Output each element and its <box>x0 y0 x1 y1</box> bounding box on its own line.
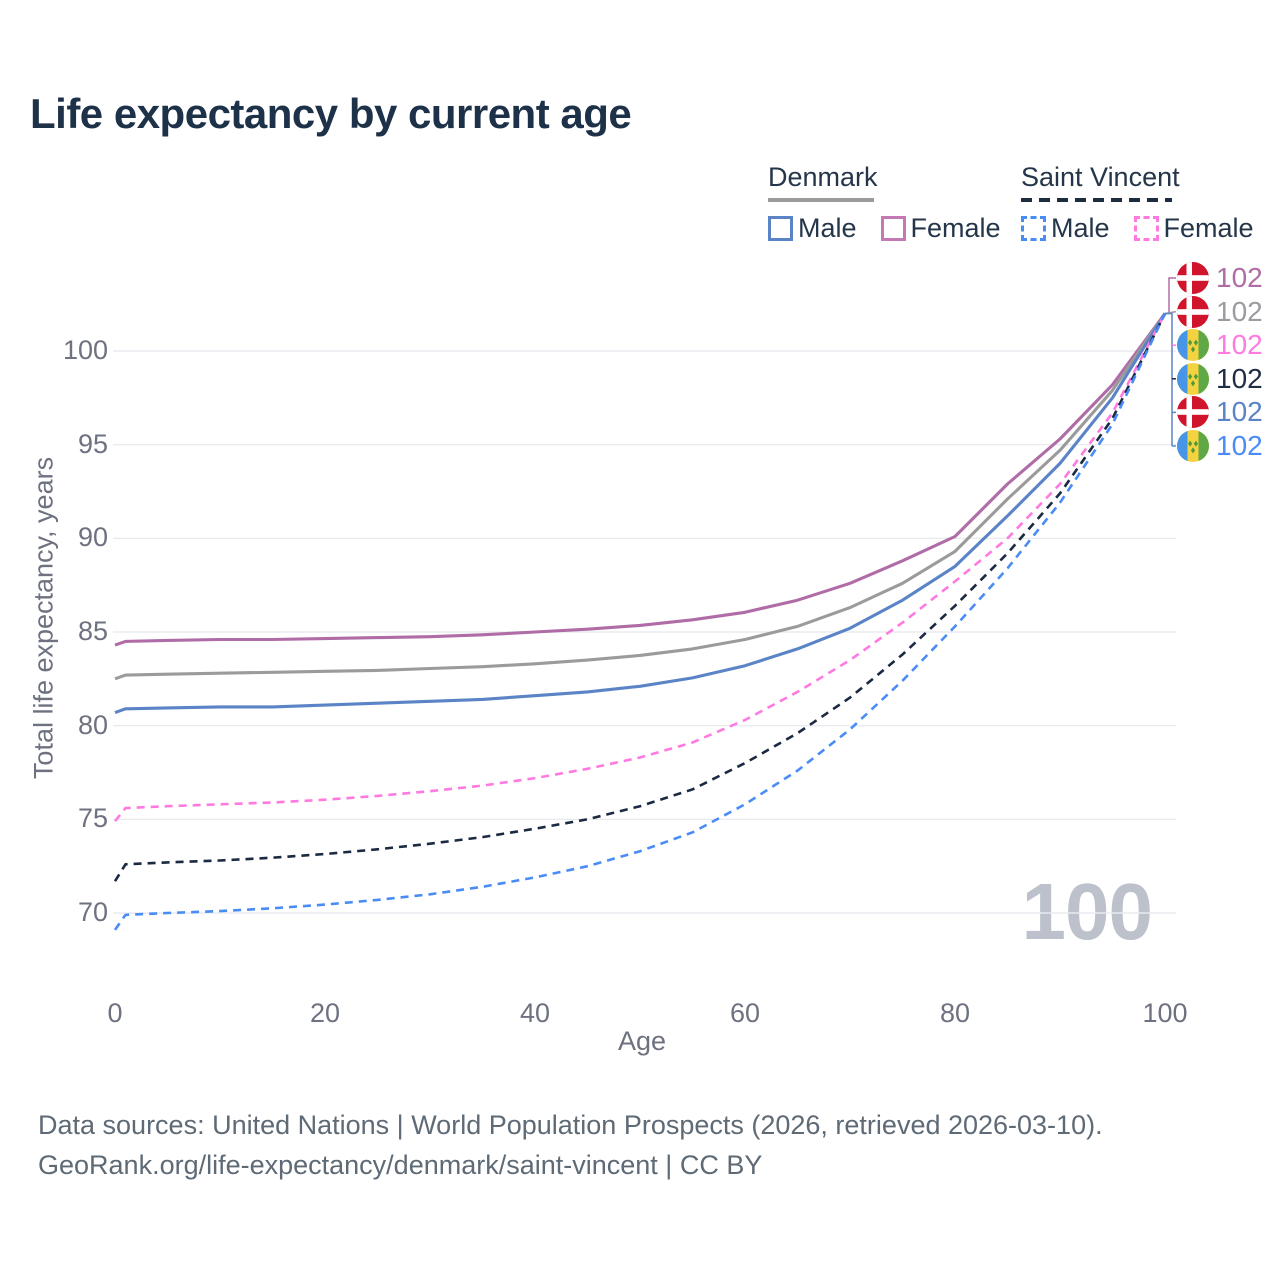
page-title: Life expectancy by current age <box>30 90 632 137</box>
x-tick-label-0: 0 <box>107 998 123 1028</box>
series-line-saint-vincent-female <box>113 312 1167 823</box>
x-tick-label-80: 80 <box>939 998 971 1028</box>
attribution-line: GeoRank.org/life-expectancy/denmark/sain… <box>38 1150 763 1180</box>
legend-swatch-saint-vincent-male[interactable] <box>1021 216 1046 241</box>
denmark-flag-icon <box>1177 296 1209 328</box>
series-line-denmark-both-sexes <box>114 312 1167 681</box>
x-axis-title: Age <box>617 1026 667 1056</box>
age-watermark: 100 <box>1021 867 1153 956</box>
saint-vincent-flag-icon <box>1177 329 1209 361</box>
y-tick-label-90: 90 <box>77 522 108 553</box>
x-tick-label-20: 20 <box>309 998 341 1028</box>
series-line-saint-vincent-male <box>113 312 1167 931</box>
end-label-value: 102 <box>1216 396 1263 428</box>
legend-saint-vincent-underline-dashed <box>1021 198 1172 202</box>
end-label-value: 102 <box>1216 329 1263 361</box>
legend-label-saint-vincent-male[interactable]: Male <box>1051 213 1110 243</box>
series-line-saint-vincent-both-sexes <box>113 312 1167 882</box>
denmark-flag-icon <box>1177 262 1209 294</box>
series-line-denmark-male <box>114 312 1167 715</box>
legend-swatch-denmark-female[interactable] <box>880 216 906 241</box>
legend-label-saint-vincent-female[interactable]: Female <box>1163 213 1254 243</box>
legend-swatch-denmark-male[interactable] <box>768 216 793 241</box>
leader-denmark-female <box>1165 277 1176 315</box>
series-line-denmark-female <box>114 312 1167 647</box>
y-tick-label-95: 95 <box>77 428 108 459</box>
data-source-line: Data sources: United Nations | World Pop… <box>38 1110 1103 1140</box>
y-tick-label-75: 75 <box>77 803 108 834</box>
x-tick-label-40: 40 <box>519 998 551 1028</box>
end-label-saint-vincent-male: 102 <box>1177 430 1263 462</box>
leader-vertical <box>1165 312 1173 446</box>
end-label-denmark-female: 102 <box>1177 262 1263 294</box>
end-label-value: 102 <box>1216 362 1263 394</box>
denmark-flag-icon <box>1177 396 1209 428</box>
end-label-value: 102 <box>1216 262 1263 293</box>
end-label-denmark-male: 102 <box>1177 396 1263 428</box>
x-tick-label-100: 100 <box>1142 998 1188 1028</box>
end-label-value: 102 <box>1216 295 1263 327</box>
y-tick-label-80: 80 <box>77 709 108 740</box>
end-label-saint-vincent-both-sexes: 102 <box>1177 362 1263 395</box>
legend-label-denmark-female[interactable]: Female <box>910 213 1001 243</box>
legend-saint-vincent-title[interactable]: Saint Vincent <box>1021 162 1180 192</box>
legend-label-denmark-male[interactable]: Male <box>798 213 857 243</box>
legend-swatch-saint-vincent-female[interactable] <box>1133 216 1159 241</box>
saint-vincent-flag-icon <box>1177 430 1209 462</box>
y-tick-label-70: 70 <box>77 897 108 927</box>
y-tick-label-85: 85 <box>77 616 108 646</box>
x-tick-label-60: 60 <box>729 998 761 1028</box>
end-label-saint-vincent-female: 102 <box>1177 329 1263 361</box>
legend-group-denmark: Denmark Male Female <box>768 162 1001 244</box>
y-tick-label-100: 100 <box>62 335 108 365</box>
end-label-value: 102 <box>1216 430 1263 461</box>
end-label-denmark-both-sexes: 102 <box>1177 295 1263 328</box>
legend-group-saint-vincent: Saint Vincent Male Female <box>1021 162 1254 244</box>
legend-denmark-title[interactable]: Denmark <box>768 162 878 192</box>
saint-vincent-flag-icon <box>1177 363 1209 395</box>
legend-denmark-underline-solid <box>768 198 874 202</box>
